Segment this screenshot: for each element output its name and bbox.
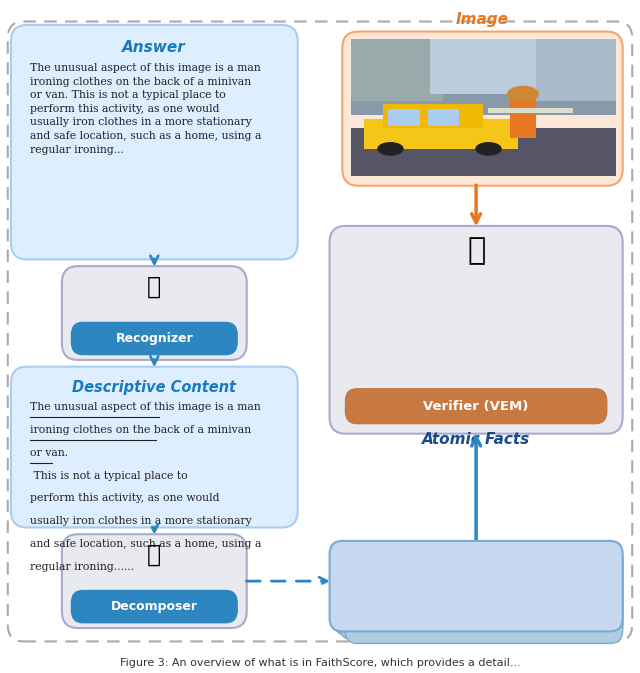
Text: Answer: Answer: [122, 40, 186, 55]
FancyBboxPatch shape: [335, 545, 623, 635]
FancyBboxPatch shape: [340, 549, 623, 639]
FancyBboxPatch shape: [342, 32, 623, 186]
FancyBboxPatch shape: [62, 534, 246, 628]
Text: Figure 3: An overview of what is in FaithScore, which provides a detail...: Figure 3: An overview of what is in Fait…: [120, 658, 520, 668]
Text: This is not a typical place to: This is not a typical place to: [30, 470, 188, 481]
Bar: [351, 39, 616, 114]
FancyBboxPatch shape: [345, 553, 623, 643]
Text: or van.: or van.: [30, 448, 68, 458]
FancyBboxPatch shape: [8, 22, 632, 641]
Bar: [351, 39, 444, 101]
Bar: [509, 100, 536, 138]
FancyBboxPatch shape: [62, 266, 246, 360]
Text: A man is ironing clothes.: A man is ironing clothes.: [394, 579, 559, 593]
Circle shape: [476, 142, 502, 155]
Bar: [388, 109, 420, 126]
Text: 🧠: 🧠: [467, 236, 485, 265]
Text: perform this activity, as one would: perform this activity, as one would: [30, 493, 220, 503]
FancyBboxPatch shape: [330, 541, 623, 631]
FancyBboxPatch shape: [346, 389, 607, 423]
FancyBboxPatch shape: [11, 25, 298, 259]
Text: regular ironing......: regular ironing......: [30, 562, 134, 571]
Text: Atomic Facts: Atomic Facts: [422, 432, 531, 447]
Text: Verifier (VEM): Verifier (VEM): [424, 400, 529, 413]
Bar: [428, 109, 460, 126]
Circle shape: [507, 85, 539, 102]
Bar: [430, 39, 536, 94]
Bar: [523, 39, 616, 101]
Text: 🤖: 🤖: [147, 543, 161, 567]
Bar: [351, 129, 616, 176]
FancyBboxPatch shape: [72, 322, 237, 355]
Bar: [383, 104, 483, 129]
Text: and safe location, such as a home, using a: and safe location, such as a home, using…: [30, 539, 261, 549]
Circle shape: [377, 142, 404, 155]
Text: usually iron clothes in a more stationary: usually iron clothes in a more stationar…: [30, 516, 252, 526]
Text: ironing clothes on the back of a minivan: ironing clothes on the back of a minivan: [30, 425, 251, 435]
Text: Recognizer: Recognizer: [115, 332, 193, 345]
Bar: [364, 118, 518, 149]
Text: 🤖: 🤖: [147, 275, 161, 299]
Text: The unusual aspect of this image is a man: The unusual aspect of this image is a ma…: [30, 402, 261, 412]
FancyBboxPatch shape: [11, 367, 298, 528]
Text: Image: Image: [456, 12, 509, 27]
FancyBboxPatch shape: [72, 590, 237, 623]
Text: Decomposer: Decomposer: [111, 600, 198, 613]
FancyBboxPatch shape: [330, 226, 623, 433]
Text: Descriptive Content: Descriptive Content: [72, 380, 236, 395]
Bar: [488, 108, 573, 113]
Text: The unusual aspect of this image is a man
ironing clothes on the back of a miniv: The unusual aspect of this image is a ma…: [30, 63, 261, 155]
